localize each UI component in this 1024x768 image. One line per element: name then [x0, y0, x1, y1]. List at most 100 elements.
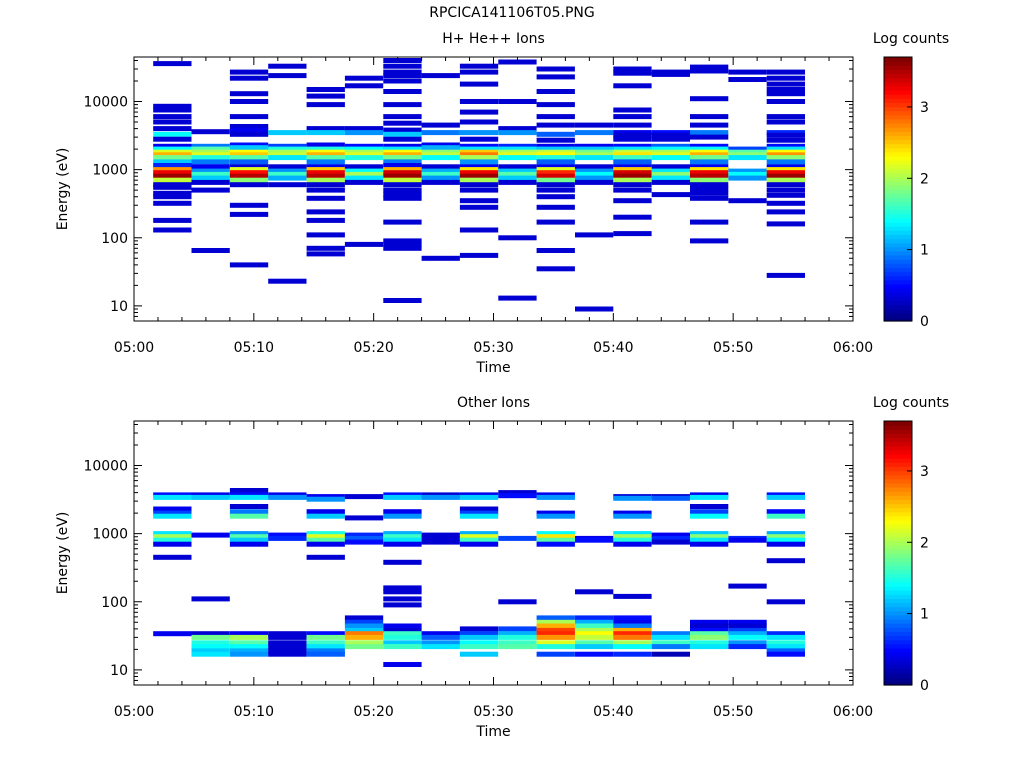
heatmap-cell [421, 168, 460, 174]
heatmap-cell [459, 252, 499, 258]
colorbar-swatch [884, 118, 912, 124]
heatmap-cell [536, 204, 575, 210]
heatmap-cell [575, 149, 614, 155]
heatmap-cell [498, 634, 537, 640]
heatmap-cell [536, 510, 575, 516]
heatmap-cell [383, 167, 422, 173]
heatmap-cell [613, 231, 652, 237]
heatmap-cell [690, 146, 729, 152]
heatmap-cell [613, 70, 652, 76]
heatmap-cell [575, 122, 614, 128]
heatmap-cell [536, 627, 575, 633]
x-axis: 05:00 05:10 05:20 05:30 05:40 05:50 06:00 Time [114, 57, 873, 376]
heatmap-cell [690, 190, 729, 196]
heatmap-cell [575, 627, 614, 633]
heatmap-cell [459, 119, 499, 125]
heatmap-cell [536, 531, 575, 537]
colorbar-swatch [884, 213, 912, 219]
heatmap-cell [459, 631, 499, 637]
heatmap-cell [728, 152, 767, 158]
colorbar-tick-label: 2 [920, 535, 929, 551]
heatmap-cell [306, 209, 345, 215]
heatmap-cell [536, 122, 575, 128]
heatmap-cell [690, 509, 729, 515]
heatmap-cell [153, 541, 192, 547]
colorbar-swatch [884, 590, 912, 595]
heatmap-cell [498, 126, 537, 132]
heatmap-cell [651, 640, 690, 646]
heatmap-cell [229, 640, 269, 646]
heatmap-cell [191, 143, 230, 149]
heatmap-cell [229, 648, 269, 654]
heatmap-cell [268, 182, 307, 188]
heatmap-cell [153, 194, 192, 200]
heatmap-cell [498, 599, 537, 605]
colorbar-swatch [884, 230, 912, 235]
heatmap-cell [383, 155, 422, 161]
heatmap-cell [459, 99, 499, 104]
heatmap-cell [383, 589, 422, 595]
colorbar-swatch [884, 586, 912, 591]
colorbar-swatch [884, 433, 912, 439]
colorbar-swatch [884, 222, 912, 227]
heatmap-cell [575, 631, 614, 637]
heatmap-cell [344, 494, 384, 500]
heatmap-cell [459, 198, 499, 204]
colorbar-swatch [884, 61, 912, 66]
colorbar-swatch [884, 172, 912, 178]
colorbar-swatch [884, 425, 912, 430]
heatmap-cell [690, 114, 729, 120]
heatmap-cell [766, 132, 805, 138]
heatmap-cell [383, 63, 422, 69]
colorbar-swatch [884, 114, 912, 120]
heatmap-cell [268, 492, 307, 498]
colorbar-swatch [884, 503, 912, 509]
heatmap-cell [229, 504, 269, 509]
heatmap-cell [268, 175, 307, 181]
heatmap-cell [306, 651, 345, 657]
heatmap-cell [153, 184, 192, 190]
colorbar-swatch [884, 184, 912, 190]
heatmap-cell [536, 114, 575, 120]
heatmap-cell [306, 164, 345, 170]
heatmap-cell [383, 245, 422, 251]
colorbar-swatch [884, 577, 912, 583]
x-tick-label: 05:40 [593, 704, 633, 720]
heatmap-cell [613, 537, 652, 543]
heatmap-cell [229, 651, 269, 657]
heatmap-cell [613, 634, 652, 640]
colorbar-frame [883, 420, 913, 686]
x-axis: 05:00 05:10 05:20 05:30 05:40 05:50 06:00 Time [114, 421, 873, 740]
colorbar-tick-label: 2 [920, 171, 929, 187]
heatmap-cell [191, 146, 230, 152]
heatmap-cell [191, 644, 230, 650]
colorbar-swatch [884, 279, 912, 285]
heatmap-cell [575, 171, 614, 177]
heatmap-cell [383, 182, 422, 188]
heatmap-cell [459, 167, 499, 173]
colorbar-swatch [884, 487, 912, 492]
heatmap-cell [383, 69, 422, 75]
heatmap-cell [536, 494, 575, 500]
heatmap-cell [153, 155, 192, 161]
heatmap-cell [306, 93, 345, 99]
y-tick-label: 100 [101, 231, 128, 247]
heatmap-cell [575, 619, 614, 625]
heatmap-cell [153, 131, 192, 137]
heatmap-cell [613, 619, 652, 625]
heatmap-cell [498, 640, 537, 646]
heatmap-cell [153, 494, 192, 500]
heatmap-cell [536, 187, 575, 193]
heatmap-cell [344, 146, 384, 152]
heatmap-cell [229, 262, 269, 268]
y-axis-label: Energy (eV) [55, 512, 71, 595]
y-tick-label: 10000 [83, 459, 128, 475]
colorbar-swatch [884, 507, 912, 513]
heatmap-cell [536, 651, 575, 657]
colorbar-swatch [884, 643, 912, 649]
colorbar-swatch [884, 495, 912, 500]
heatmap-cell [536, 170, 575, 176]
colorbar-swatch [884, 627, 912, 632]
heatmap-cell [728, 634, 767, 640]
